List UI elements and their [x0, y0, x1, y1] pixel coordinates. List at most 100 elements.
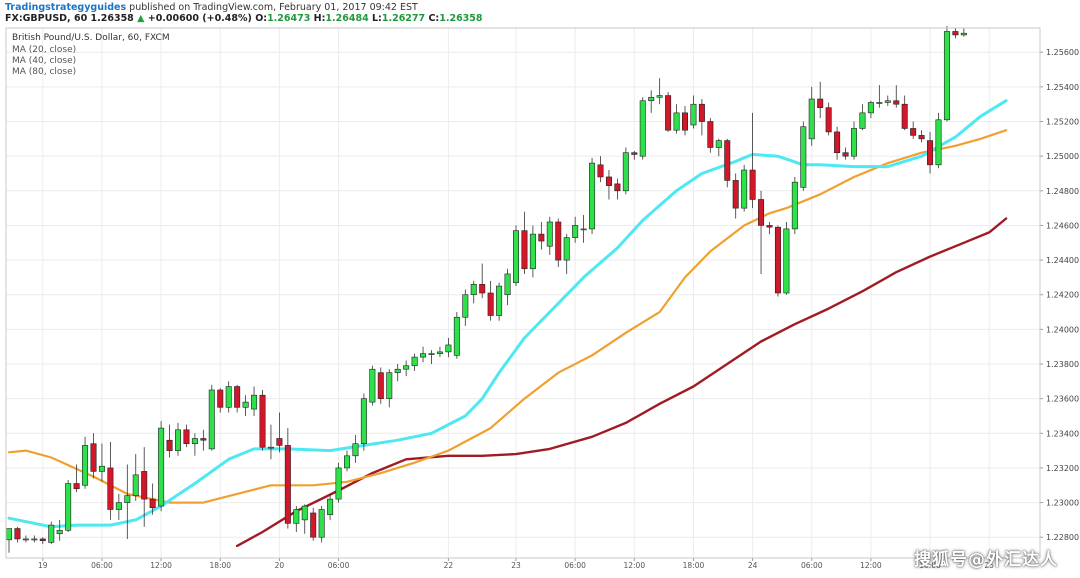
candle-body-down [901, 103, 908, 129]
author-name[interactable]: Tradingstrategyguides [5, 2, 127, 13]
up-arrow-icon: ▲ [137, 13, 145, 24]
candle [301, 504, 308, 534]
legend-ma20[interactable]: MA (20, close) [12, 45, 77, 55]
y-tick-label: 1.24800 [1046, 187, 1079, 196]
candle-body-down [749, 169, 756, 200]
open-label: O: [255, 13, 268, 24]
candle [749, 112, 756, 209]
candle [960, 28, 967, 37]
candle-body-up [225, 386, 232, 408]
x-tick-label: 12:00 [860, 561, 882, 570]
candle-body-up [859, 112, 866, 129]
candle-body-up [496, 285, 503, 316]
candle [605, 170, 612, 200]
price-change: +0.00600 (+0.48%) [147, 13, 252, 24]
candle-body-down [310, 512, 317, 538]
candle [217, 388, 224, 413]
candle-body-up [6, 528, 13, 541]
y-tick-label: 1.25400 [1046, 83, 1079, 92]
candle-body-down [910, 128, 917, 136]
candle [918, 130, 925, 143]
grid-lines [6, 28, 1040, 558]
x-tick-label: 06:00 [91, 561, 113, 570]
candle-body-up [867, 102, 874, 114]
candle-body-down [665, 95, 672, 131]
candle [208, 384, 215, 451]
candle [859, 104, 866, 131]
candle [842, 147, 849, 160]
x-tick-label: 18:00 [919, 561, 941, 570]
candle-body-up [386, 372, 393, 399]
candle-body-up [436, 351, 443, 354]
candle-body-down [217, 389, 224, 408]
candle-body-up [98, 465, 105, 472]
candle-body-up [884, 100, 891, 103]
candle [470, 280, 477, 304]
x-tick-label: 06:00 [564, 561, 586, 570]
candle-body-up [267, 446, 274, 449]
y-tick-label: 1.23200 [1046, 464, 1079, 473]
candle-body-down [758, 199, 765, 226]
candle-body-up [343, 455, 350, 469]
candle [403, 360, 410, 377]
candle-body-down [918, 135, 925, 140]
x-tick-label: 22 [444, 561, 454, 570]
candle [631, 150, 638, 160]
x-tick-label: 18:00 [209, 561, 231, 570]
candle [927, 131, 934, 174]
candle-body-up [132, 474, 139, 496]
candle-body-down [183, 429, 190, 444]
candle [850, 121, 857, 160]
candle [884, 95, 891, 106]
candle-body-down [141, 471, 148, 500]
candle [791, 176, 798, 235]
candle-body-up [589, 162, 596, 230]
candle [175, 422, 182, 456]
candle-body-up [715, 140, 722, 148]
x-tick-label: 06:00 [328, 561, 350, 570]
chart-header: Tradingstrategyguides published on Tradi… [0, 0, 1080, 26]
candle-body-up [369, 368, 376, 403]
candle [394, 364, 401, 382]
candle [580, 215, 587, 243]
candle-body-down [774, 226, 781, 294]
candle [774, 225, 781, 297]
y-tick-label: 1.24000 [1046, 325, 1079, 334]
candle [82, 436, 89, 489]
candle [817, 81, 824, 119]
candle-body-up [800, 126, 807, 188]
candle-body-up [572, 225, 579, 238]
ma20-line [7, 99, 1008, 529]
candle [893, 85, 900, 108]
candle [65, 480, 72, 533]
legend-ma40[interactable]: MA (40, close) [12, 56, 77, 66]
x-tick-label: 06:00 [801, 561, 823, 570]
candle [487, 280, 494, 321]
candle [90, 433, 97, 479]
candle [39, 537, 46, 545]
candle-body-up [462, 294, 469, 318]
candle [98, 443, 105, 482]
candle-body-up [529, 233, 536, 270]
candle-body-up [741, 169, 748, 209]
candlestick-chart[interactable]: 1.22800 1.23000 1.23200 1.23400 1.23600 1.238… [0, 26, 1080, 578]
y-tick-label: 1.24200 [1046, 291, 1079, 300]
high-label: H: [313, 13, 326, 24]
candle-body-up [65, 483, 72, 531]
candle-body-down [14, 528, 21, 540]
candle-body-up [546, 221, 553, 247]
candle-body-up [622, 152, 629, 192]
candle-body-up [648, 96, 655, 102]
candle [335, 462, 342, 503]
legend-ma80[interactable]: MA (80, close) [12, 67, 77, 77]
candle [673, 104, 680, 134]
candle-body-down [73, 483, 80, 490]
plot-background [6, 28, 1040, 558]
candle [428, 350, 435, 365]
candle-body-down [149, 498, 156, 509]
candle [386, 369, 393, 408]
published-text: published on TradingView.com, February 0… [129, 2, 418, 13]
candle [639, 97, 646, 160]
candle-body-up [352, 443, 359, 457]
candle-body-down [707, 121, 714, 148]
